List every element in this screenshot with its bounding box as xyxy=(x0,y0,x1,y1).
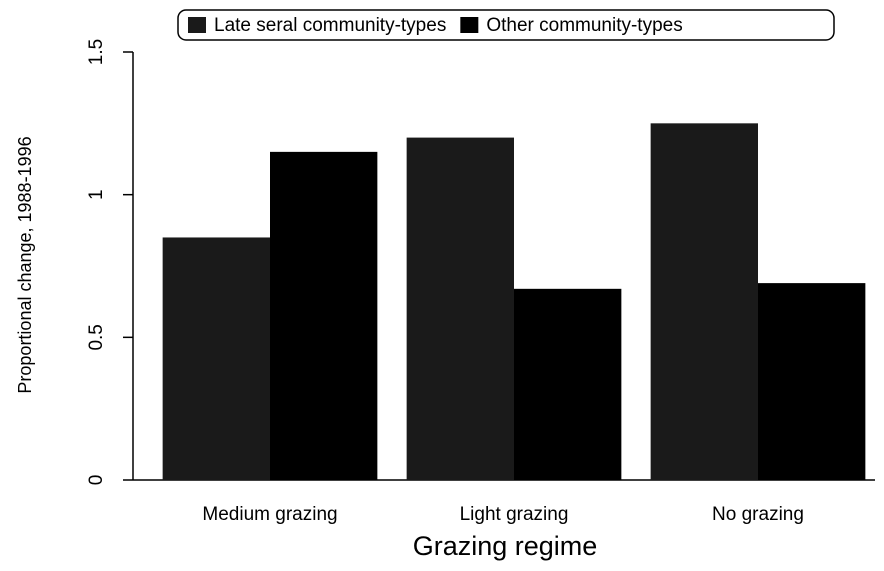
x-axis-label: Grazing regime xyxy=(413,531,598,561)
x-tick-label: Light grazing xyxy=(460,504,569,525)
legend-swatch xyxy=(460,17,479,33)
bar xyxy=(650,123,758,480)
y-axis-label: Proportional change, 1988-1996 xyxy=(15,136,35,393)
y-tick-label: 1.5 xyxy=(86,39,107,65)
x-tick-label: Medium grazing xyxy=(202,504,337,525)
bar xyxy=(514,288,622,480)
bar xyxy=(406,137,514,480)
legend-label: Other community-types xyxy=(486,15,682,36)
legend-swatch xyxy=(188,17,206,33)
y-tick-label: 0.5 xyxy=(86,324,107,350)
y-tick-label: 1 xyxy=(86,189,107,200)
y-tick-label: 0 xyxy=(86,475,107,486)
legend-label: Late seral community-types xyxy=(214,15,446,36)
bar xyxy=(162,237,270,480)
legend-box xyxy=(177,9,835,41)
x-tick-label: No grazing xyxy=(712,504,804,525)
bar xyxy=(270,151,378,480)
bar xyxy=(758,283,866,480)
